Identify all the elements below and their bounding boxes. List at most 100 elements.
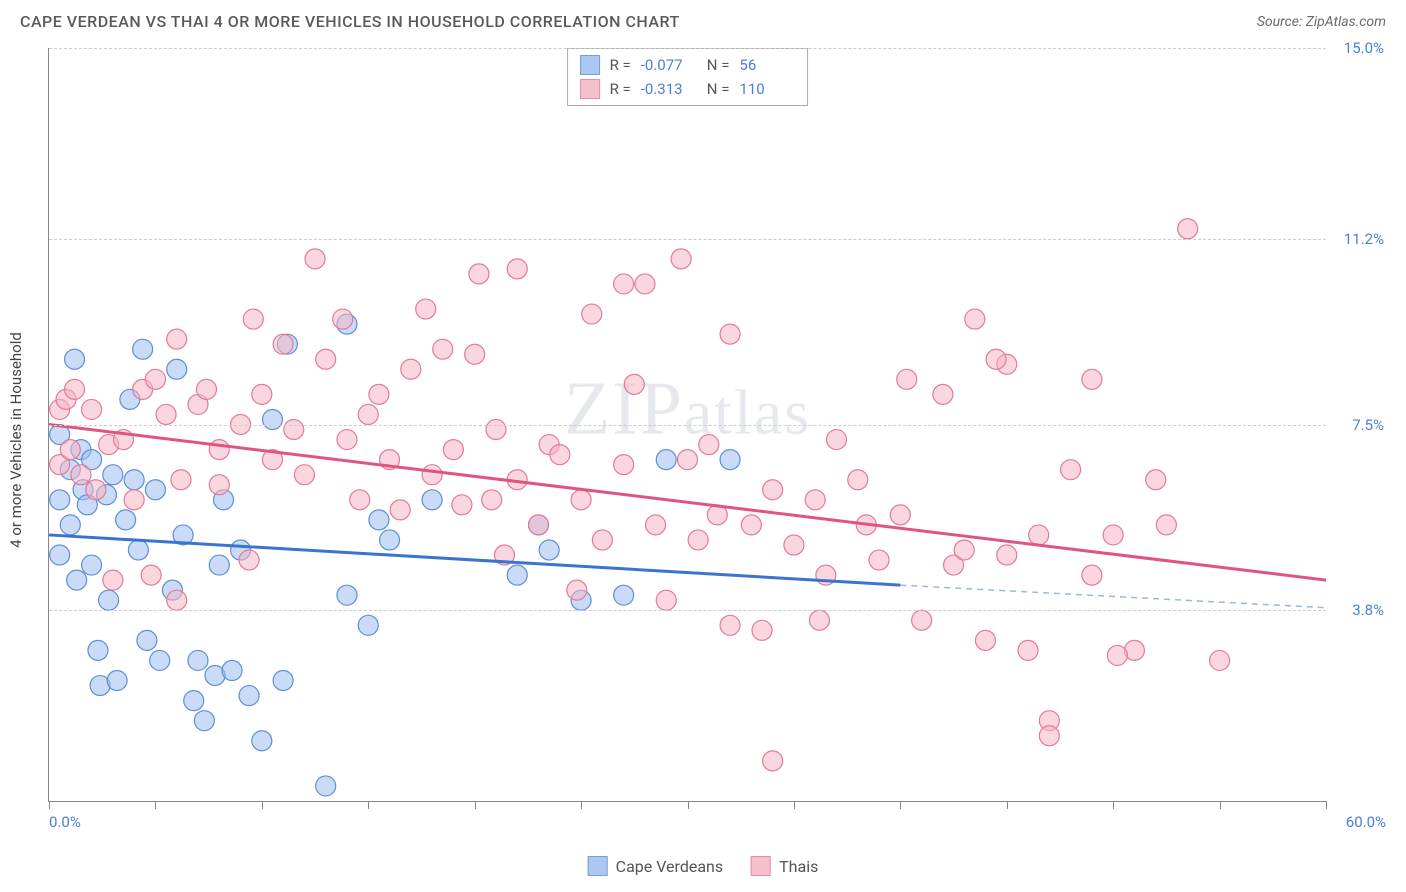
scatter-point (465, 344, 485, 364)
scatter-point (688, 530, 708, 550)
scatter-point (614, 455, 634, 475)
scatter-point (273, 334, 293, 354)
plot-container: 4 or more Vehicles in Household ZIPatlas… (48, 48, 1386, 832)
scatter-point (141, 565, 161, 585)
scatter-point (401, 359, 421, 379)
scatter-point (171, 470, 191, 490)
scatter-point (635, 274, 655, 294)
scatter-point (60, 515, 80, 535)
gridline-h (49, 610, 1326, 611)
x-min-label: 0.0% (49, 813, 81, 831)
scatter-point (239, 550, 259, 570)
scatter-point (848, 470, 868, 490)
scatter-point (284, 420, 304, 440)
scatter-point (316, 349, 336, 369)
scatter-point (294, 465, 314, 485)
scatter-point (486, 420, 506, 440)
scatter-point (390, 500, 410, 520)
scatter-point (107, 671, 127, 691)
scatter-point (305, 249, 325, 269)
x-tick (1007, 801, 1008, 809)
scatter-point (614, 274, 634, 294)
scatter-point (975, 630, 995, 650)
scatter-point (507, 259, 527, 279)
scatter-point (656, 590, 676, 610)
scatter-point (656, 450, 676, 470)
scatter-point (350, 490, 370, 510)
r-label-1: R = (610, 53, 631, 77)
scatter-point (103, 570, 123, 590)
y-tick-label: 7.5% (1330, 416, 1384, 434)
x-tick (475, 801, 476, 809)
legend-label-1: Cape Verdeans (616, 857, 723, 876)
scatter-point (592, 530, 612, 550)
scatter-point (380, 530, 400, 550)
legend-item-1: Cape Verdeans (588, 856, 723, 876)
scatter-point (933, 384, 953, 404)
trend-line (900, 585, 1326, 608)
chart-title: CAPE VERDEAN VS THAI 4 OR MORE VEHICLES … (20, 12, 680, 31)
scatter-point (954, 540, 974, 560)
x-tick (1113, 801, 1114, 809)
scatter-point (752, 620, 772, 640)
scatter-point (358, 404, 378, 424)
n-value-2: 110 (739, 77, 795, 101)
scatter-point (1146, 470, 1166, 490)
scatter-point (582, 304, 602, 324)
x-tick (900, 801, 901, 809)
scatter-point (452, 495, 472, 515)
source-label: Source: ZipAtlas.com (1257, 14, 1386, 30)
stats-row-series-1: R = -0.077 N = 56 (580, 53, 796, 77)
scatter-point (333, 309, 353, 329)
scatter-point (482, 490, 502, 510)
scatter-point (1103, 525, 1123, 545)
n-label-1: N = (707, 53, 730, 77)
r-value-2: -0.313 (641, 77, 697, 101)
scatter-point (88, 640, 108, 660)
legend-item-2: Thais (751, 856, 818, 876)
scatter-point (1082, 565, 1102, 585)
stats-row-series-2: R = -0.313 N = 110 (580, 77, 796, 101)
scatter-point (65, 349, 85, 369)
x-tick (794, 801, 795, 809)
swatch-series-1 (580, 55, 600, 75)
scatter-point (337, 430, 357, 450)
gridline-h (49, 239, 1326, 240)
scatter-point (720, 324, 740, 344)
scatter-point (678, 450, 698, 470)
scatter-point (82, 399, 102, 419)
scatter-point (137, 630, 157, 650)
scatter-point (1029, 525, 1049, 545)
scatter-point (699, 435, 719, 455)
scatter-point (337, 585, 357, 605)
scatter-point (243, 309, 263, 329)
scatter-point (239, 686, 259, 706)
scatter-point (550, 445, 570, 465)
scatter-point (128, 540, 148, 560)
scatter-point (209, 475, 229, 495)
scatter-point (624, 374, 644, 394)
scatter-point (890, 505, 910, 525)
scatter-point (145, 480, 165, 500)
scatter-point (720, 615, 740, 635)
legend-swatch-1 (588, 856, 608, 876)
scatter-point (358, 615, 378, 635)
scatter-point (646, 515, 666, 535)
x-tick (1326, 801, 1327, 809)
scatter-point (741, 515, 761, 535)
x-tick (688, 801, 689, 809)
scatter-point (416, 299, 436, 319)
scatter-point (1039, 726, 1059, 746)
x-tick (581, 801, 582, 809)
scatter-point (71, 465, 91, 485)
legend-label-2: Thais (779, 857, 818, 876)
x-tick (368, 801, 369, 809)
x-tick (262, 801, 263, 809)
scatter-point (316, 776, 336, 796)
gridline-h (49, 425, 1326, 426)
scatter-point (262, 409, 282, 429)
scatter-point (614, 585, 634, 605)
scatter-point (433, 339, 453, 359)
y-tick-label: 3.8% (1330, 601, 1384, 619)
scatter-point (826, 430, 846, 450)
